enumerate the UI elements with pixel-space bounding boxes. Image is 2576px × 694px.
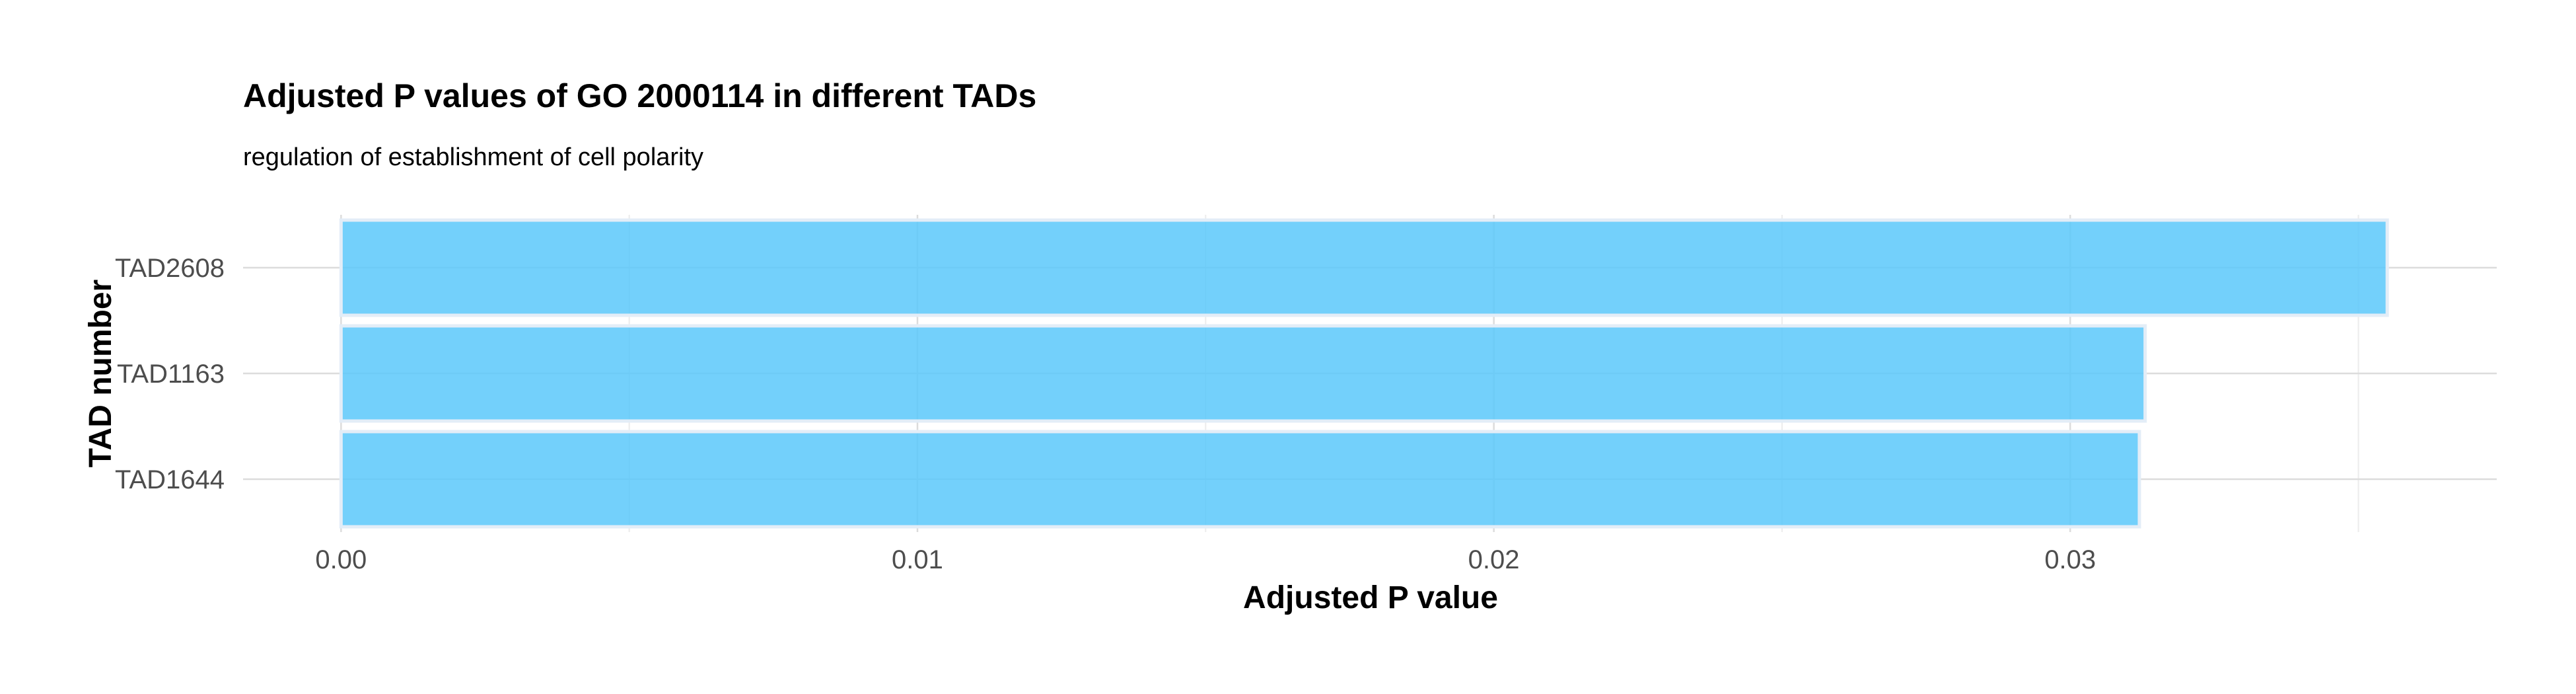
x-tick-label: 0.02 — [1468, 545, 1520, 574]
x-tick-label: 0.03 — [2044, 545, 2096, 574]
bar-tad1163 — [339, 324, 2147, 423]
bar-tad2608 — [339, 218, 2389, 317]
y-tick-label: TAD1644 — [115, 465, 225, 494]
y-tick-label: TAD2608 — [115, 254, 225, 283]
chart-title: Adjusted P values of GO 2000114 in diffe… — [243, 77, 1036, 114]
y-axis-title: TAD number — [83, 280, 118, 467]
x-axis-title: Adjusted P value — [1243, 580, 1498, 615]
y-tick-label: TAD1163 — [117, 360, 225, 389]
chart-subtitle: regulation of establishment of cell pola… — [243, 143, 703, 171]
bars — [339, 218, 2389, 529]
x-tick-label: 0.00 — [315, 545, 367, 574]
bar-tad1644 — [339, 430, 2141, 529]
x-tick-label: 0.01 — [892, 545, 943, 574]
x-tick-labels: 0.00 0.01 0.02 0.03 — [315, 545, 2096, 574]
y-tick-labels: TAD2608 TAD1163 TAD1644 — [115, 254, 225, 494]
